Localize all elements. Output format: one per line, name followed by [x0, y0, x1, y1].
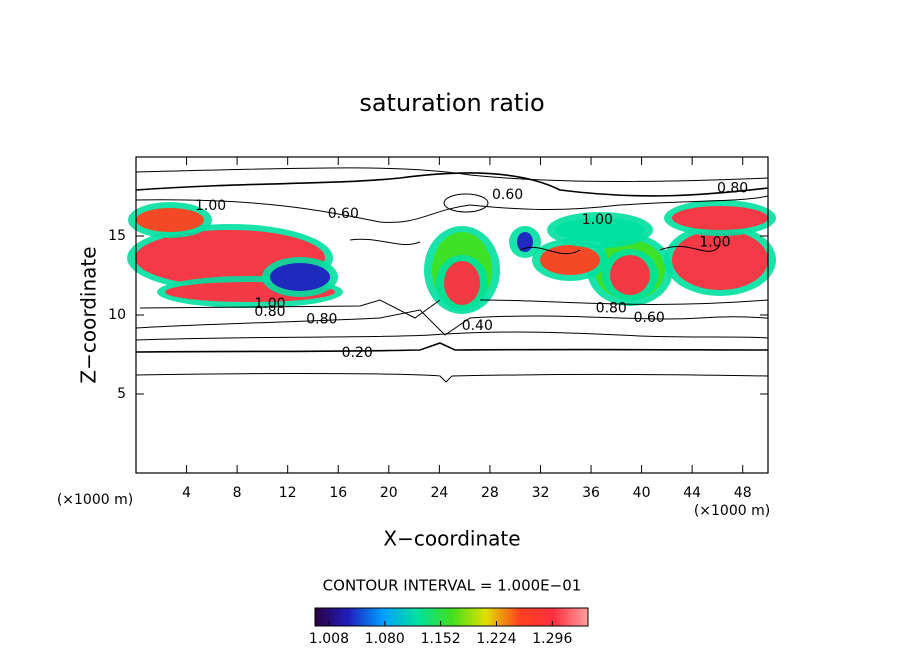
- colorbar-tick-label: 1.296: [532, 631, 572, 647]
- contour-label: 0.80: [254, 304, 285, 320]
- x-tick-label: 32: [532, 485, 550, 501]
- field-region: [540, 245, 600, 275]
- colorbar-tick-label: 1.008: [309, 631, 349, 647]
- field-region: [444, 261, 480, 305]
- x-tick-label: 4: [182, 485, 191, 501]
- x-tick-label: 28: [481, 485, 499, 501]
- contour-line: [135, 172, 769, 197]
- colorbar-tick-label: 1.152: [421, 631, 461, 647]
- contour-label: 0.60: [328, 206, 359, 222]
- field-region: [270, 263, 330, 291]
- contour-label: 0.60: [492, 187, 523, 203]
- contour-line: [443, 193, 489, 213]
- x-tick-label: 24: [430, 485, 448, 501]
- contour-line: [139, 299, 769, 319]
- y-unit-label: (×1000 m): [57, 492, 133, 508]
- field-region: [610, 255, 650, 295]
- chart-title: saturation ratio: [359, 89, 544, 117]
- contour-label: 1.00: [254, 296, 285, 312]
- x-tick-label: 20: [380, 485, 398, 501]
- colorbar-tick-label: 1.224: [476, 631, 516, 647]
- y-axis-label: Z−coordinate: [77, 246, 101, 383]
- contour-interval: CONTOUR INTERVAL = 1.000E−01: [323, 577, 582, 595]
- shaded-field: [127, 200, 776, 314]
- contour-line: [135, 342, 769, 353]
- x-tick-label: 48: [734, 485, 752, 501]
- x-unit-label: (×1000 m): [694, 503, 770, 519]
- field-region: [555, 218, 645, 242]
- x-tick-label: 16: [329, 485, 347, 501]
- contour-label: 1.00: [699, 234, 730, 250]
- contour-line: [135, 372, 769, 383]
- field-region: [672, 206, 768, 230]
- field-region: [517, 232, 533, 252]
- contour-lines: [135, 167, 769, 383]
- field-region: [136, 208, 204, 232]
- field-region: [672, 230, 768, 290]
- colorbar: [314, 607, 589, 627]
- contour-line: [135, 331, 769, 341]
- contour-line: [135, 309, 769, 336]
- colorbar-tick-label: 1.080: [365, 631, 405, 647]
- x-tick-label: 44: [683, 485, 701, 501]
- contour-line: [135, 195, 769, 223]
- y-tick-label: 10: [108, 307, 126, 323]
- contour-label: 1.00: [195, 198, 226, 214]
- y-tick-label: 15: [108, 228, 126, 244]
- contour-label: 0.80: [596, 301, 627, 317]
- x-tick-label: 12: [279, 485, 297, 501]
- contour-label: 0.40: [462, 318, 493, 334]
- x-axis-label: X−coordinate: [383, 527, 520, 551]
- x-tick-label: 8: [233, 485, 242, 501]
- contour-line: [135, 167, 769, 182]
- x-tick-label: 36: [582, 485, 600, 501]
- y-tick-label: 5: [117, 386, 126, 402]
- contour-line: [349, 238, 721, 255]
- x-tick-label: 40: [633, 485, 651, 501]
- contour-label: 0.60: [634, 310, 665, 326]
- contour-label: 0.80: [717, 181, 748, 197]
- contour-label: 0.80: [306, 312, 337, 328]
- contour-label: 0.20: [342, 345, 373, 361]
- contour-label: 1.00: [582, 212, 613, 228]
- plot-frame: [135, 156, 769, 474]
